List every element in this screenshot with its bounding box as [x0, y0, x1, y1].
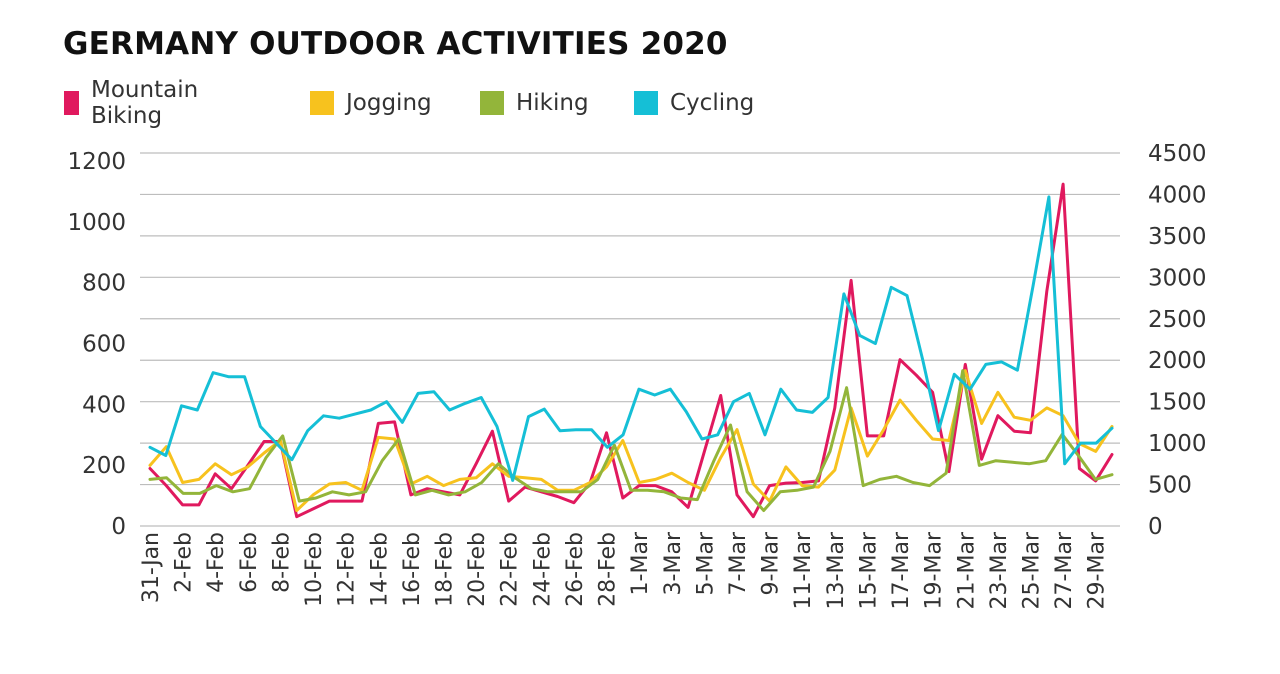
x-tick-label: 26-Feb: [563, 532, 588, 607]
y-left-tick-label: 400: [82, 392, 126, 418]
y-axis-right: 0 500 1000 1500 2000 2500 3000 3500 4000 4500: [1148, 141, 1207, 540]
y-right-tick-label: 2000: [1148, 348, 1207, 374]
y-right-tick-label: 3500: [1148, 224, 1207, 250]
y-right-tick-label: 4500: [1148, 141, 1207, 167]
x-tick-label: 28-Feb: [596, 532, 621, 607]
legend-item-mountain-biking: Mountain Biking: [64, 77, 207, 129]
x-tick-label: 20-Feb: [465, 532, 490, 607]
y-right-tick-label: 4000: [1148, 182, 1207, 208]
series-line-cycling: [148, 195, 1114, 482]
y-right-tick-label: 3000: [1148, 265, 1207, 291]
x-tick-label: 29-Mar: [1085, 531, 1110, 609]
legend-item-jogging: Jogging: [310, 86, 432, 120]
x-tick-label: 3-Mar: [661, 531, 686, 595]
x-tick-label: 5-Mar: [693, 531, 718, 595]
x-tick-label: 25-Mar: [1019, 531, 1044, 609]
y-axis-left: 0 200 400 600 800 1000 1200: [67, 149, 126, 540]
y-left-tick-label: 0: [111, 514, 126, 540]
x-tick-label: 14-Feb: [367, 532, 392, 607]
x-tick-label: 11-Mar: [791, 531, 816, 609]
x-tick-label: 7-Mar: [726, 531, 751, 595]
series-lines: [148, 182, 1114, 519]
y-right-tick-label: 1500: [1148, 390, 1207, 416]
x-tick-label: 12-Feb: [335, 532, 360, 607]
y-left-tick-label: 1000: [67, 210, 126, 236]
x-tick-label: 22-Feb: [498, 532, 523, 607]
x-tick-label: 21-Mar: [954, 531, 979, 609]
y-left-tick-label: 200: [82, 453, 126, 479]
legend-label-jogging: Jogging: [346, 90, 432, 116]
legend-label-cycling: Cycling: [670, 90, 755, 116]
legend-swatch-hiking: [480, 91, 504, 115]
legend-item-cycling: Cycling: [634, 86, 754, 120]
x-tick-label: 16-Feb: [400, 532, 425, 607]
y-right-tick-label: 2500: [1148, 307, 1207, 333]
x-tick-label: 6-Feb: [237, 532, 262, 593]
legend-item-hiking: Hiking: [480, 86, 589, 120]
x-tick-label: 13-Mar: [824, 531, 849, 609]
chart-title: GERMANY OUTDOOR ACTIVITIES 2020: [63, 26, 728, 62]
x-tick-label: 17-Mar: [889, 531, 914, 609]
x-tick-label: 10-Feb: [302, 532, 327, 607]
x-tick-label: 31-Jan: [139, 532, 164, 603]
x-tick-label: 15-Mar: [856, 531, 881, 609]
series-line-hiking: [148, 369, 1114, 512]
x-tick-label: 18-Feb: [432, 532, 457, 607]
y-right-tick-label: 500: [1148, 473, 1192, 499]
x-tick-label: 9-Mar: [759, 531, 784, 595]
y-right-tick-label: 1000: [1148, 431, 1207, 457]
legend-label-hiking: Hiking: [516, 90, 589, 116]
x-tick-label: 24-Feb: [530, 532, 555, 607]
series-line-mountain-biking: [148, 182, 1114, 519]
x-axis: 31-Jan 2-Feb 4-Feb 6-Feb 8-Feb 10-Feb 12-Feb 14…: [139, 531, 1110, 609]
legend-swatch-jogging: [310, 91, 334, 115]
legend-label-mountain-biking: Mountain Biking: [91, 77, 199, 129]
x-tick-label: 2-Feb: [172, 532, 197, 593]
legend-swatch-mountain-biking: [64, 91, 80, 115]
y-left-tick-label: 800: [82, 271, 126, 297]
x-tick-label: 4-Feb: [204, 532, 229, 593]
x-tick-label: 23-Mar: [987, 531, 1012, 609]
y-left-tick-label: 1200: [67, 149, 126, 175]
x-tick-label: 27-Mar: [1052, 531, 1077, 609]
y-left-tick-label: 600: [82, 332, 126, 358]
series-line-jogging: [148, 369, 1114, 512]
y-right-tick-label: 0: [1148, 514, 1163, 540]
x-tick-label: 1-Mar: [628, 531, 653, 595]
x-tick-label: 8-Feb: [269, 532, 294, 593]
legend-swatch-cycling: [634, 91, 658, 115]
x-tick-label: 19-Mar: [922, 531, 947, 609]
